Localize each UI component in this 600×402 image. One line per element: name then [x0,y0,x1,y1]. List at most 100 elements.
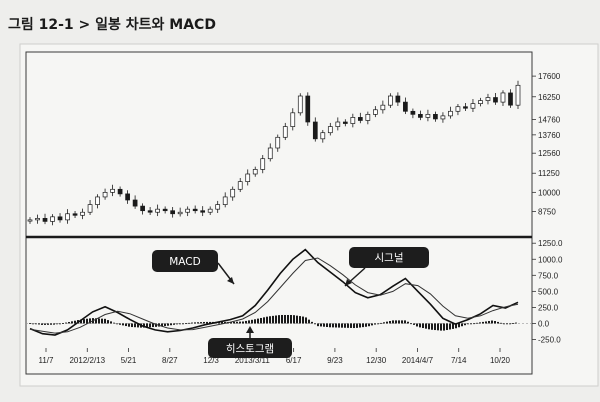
histogram-bar [479,322,481,324]
histogram-bar [290,314,292,324]
macd-line [29,248,519,336]
histogram-bar [62,323,64,324]
candle-body [267,147,273,160]
histogram-bar [404,320,406,324]
price-tick-label: 12560 [538,149,561,158]
histogram-bar [116,323,118,325]
histogram-bar [266,316,268,324]
callout-histogram-label: 히스토그램 [226,343,274,355]
price-tick-label: 17600 [538,72,561,81]
histogram-bar [347,323,349,328]
candle-body [410,110,416,115]
histogram-bar [413,323,415,325]
candle-body [132,199,138,207]
macd-tick-label: 0.0 [538,319,550,328]
histogram-bar [359,323,361,328]
candle-body [50,216,55,222]
candle-body [312,121,318,140]
candle-body [290,112,296,127]
histogram-bar [152,323,154,328]
macd-tick-label: 250.0 [538,303,559,312]
macd-tick-label: 1250.0 [538,239,563,248]
histogram-bar [485,321,487,324]
histogram-bar [188,322,190,324]
histogram-bar [194,322,196,324]
histogram-bar [308,319,310,324]
histogram-bar [149,323,151,328]
histogram-bar [389,320,391,324]
histogram-bar [473,323,475,325]
histogram-bar [386,321,388,324]
histogram-bar [38,323,40,325]
histogram-bar [200,322,202,324]
plot-frame [25,51,533,375]
candle-body [380,104,386,111]
candle-body [297,95,303,114]
candle-body [72,213,78,216]
macd-panel [26,248,532,336]
histogram-bar [101,318,103,324]
histogram-bar [494,320,496,324]
candle-body [252,169,258,175]
histogram-bar [464,323,466,326]
histogram-bar [506,323,508,325]
histogram-bar [167,323,169,326]
x-tick-label: 6/17 [286,356,302,365]
histogram-bar [416,323,418,327]
histogram-bar [446,323,448,331]
x-tick-label: 10/20 [490,356,511,365]
callout-macd-arrowhead [227,277,234,284]
candle-body [222,196,228,205]
x-tick-label: 2014/4/7 [402,356,434,365]
callout-signal-label: 시그널 [375,252,404,264]
price-tick-label: 14760 [538,116,561,125]
histogram-bar [206,321,208,324]
histogram-bar [497,321,499,324]
price-tick-label: 10000 [538,188,561,197]
histogram-bar [398,320,400,324]
histogram-bar [179,323,181,325]
histogram-bar [104,318,106,324]
candle-body [395,95,401,103]
histogram-bar [344,323,346,328]
histogram-bar [449,323,451,330]
histogram-bar [392,320,394,324]
candle-body [418,114,423,118]
callout-signal-box [349,247,429,268]
candle-body [65,213,70,221]
histogram-bar [305,317,307,324]
histogram-bar [131,323,133,328]
histogram-bar [284,314,286,324]
candle-body [102,192,108,198]
price-tick-label: 11250 [538,169,560,178]
candle-body [463,106,468,109]
callout-histogram-box [208,338,292,358]
histogram-bar [71,321,73,324]
candle-body [155,208,160,213]
histogram-bar [89,318,91,324]
histogram-bar [269,316,271,324]
histogram-bar [329,323,331,328]
callout-macd-box [152,250,218,272]
candle-body [373,109,378,115]
candle-body [237,181,243,190]
price-tick-label: 16250 [538,93,561,102]
histogram-bar [455,323,457,329]
histogram-bar [50,323,52,325]
candle-body [327,126,333,134]
histogram-bar [185,323,187,325]
histogram-bar [278,315,280,324]
candle-body [433,114,438,120]
histogram-bar [146,323,148,328]
histogram-bar [311,321,313,324]
histogram-bar [365,323,367,327]
histogram-bar [503,323,505,325]
candle-body [117,188,123,195]
histogram-bar [203,321,205,324]
histogram-bar [317,323,319,327]
histogram-bar [122,323,124,326]
candle-body [170,210,175,215]
candle-body [147,210,153,213]
histogram-bar [383,322,385,324]
